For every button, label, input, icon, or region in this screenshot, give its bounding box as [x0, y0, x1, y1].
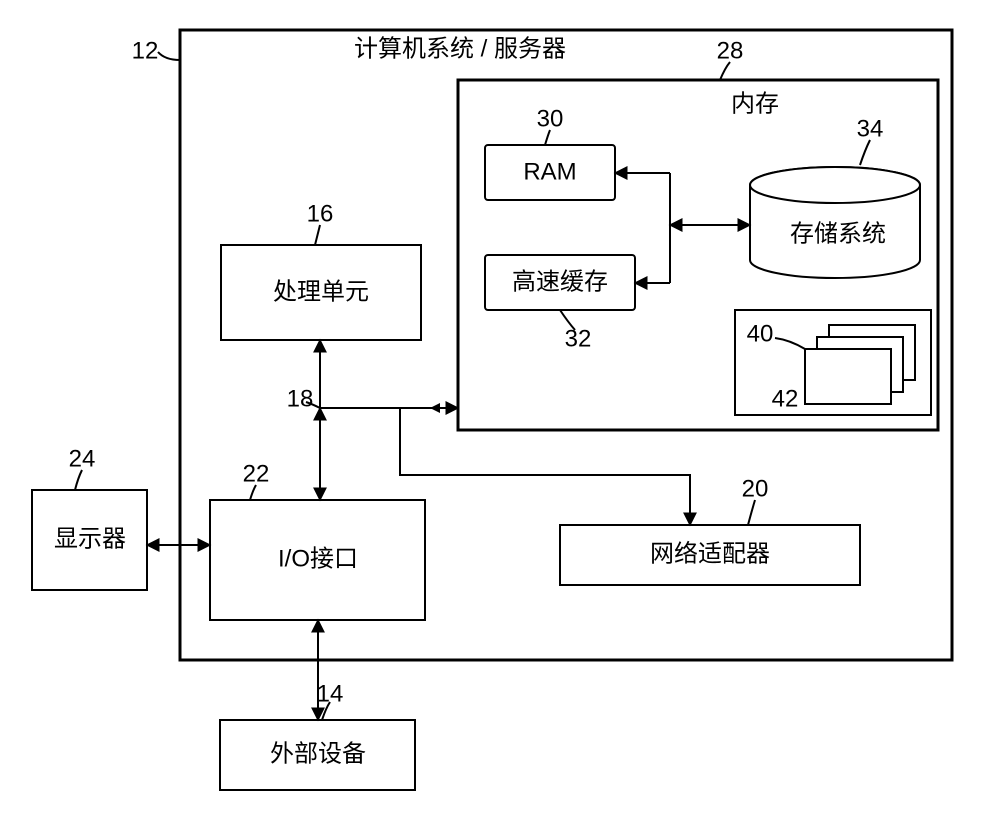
ref-20: 20	[742, 475, 769, 502]
ref-22: 22	[243, 460, 270, 487]
ref-18: 18	[287, 385, 314, 412]
ref-lead-20	[748, 500, 755, 525]
cache-label: 高速缓存	[512, 268, 608, 295]
memory-label: 内存	[731, 90, 779, 117]
ref-lead-12	[158, 52, 180, 60]
display-label: 显示器	[54, 525, 126, 552]
ref-42: 42	[772, 385, 799, 412]
edge-bus-netadapter	[400, 408, 690, 525]
ref-lead-34	[860, 140, 870, 165]
network-adapter-label: 网络适配器	[650, 540, 770, 567]
ref-12: 12	[132, 37, 159, 64]
ref-34: 34	[857, 115, 884, 142]
external-device-label: 外部设备	[270, 740, 366, 767]
ref-32: 32	[565, 325, 592, 352]
processing-unit-label: 处理单元	[273, 278, 369, 305]
ref-lead-24	[75, 470, 82, 490]
storage-label: 存储系统	[790, 220, 886, 247]
ref-24: 24	[69, 445, 96, 472]
ref-30: 30	[537, 105, 564, 132]
ref-40: 40	[747, 320, 774, 347]
module-stack	[805, 325, 915, 404]
storage-system: 存储系统	[750, 167, 920, 278]
ref-lead-28	[720, 62, 730, 80]
ref-28: 28	[717, 37, 744, 64]
title-text: 计算机系统 / 服务器	[354, 35, 566, 62]
ram-label: RAM	[523, 158, 576, 185]
ref-16: 16	[307, 200, 334, 227]
ref-lead-16	[315, 225, 320, 245]
io-interface-label: I/O接口	[278, 545, 358, 572]
ref-lead-40	[775, 338, 805, 349]
